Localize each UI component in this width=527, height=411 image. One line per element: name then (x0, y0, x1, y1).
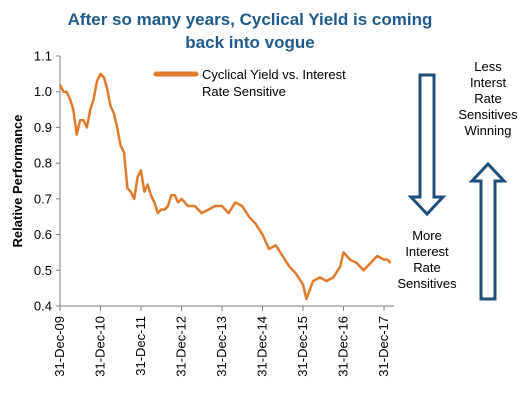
y-axis: 0.4 0.5 0.6 0.7 0.8 0.9 1.0 1.1 (34, 49, 60, 314)
chart-title-line-2: back into vogue (185, 33, 314, 52)
x-tick-label: 31-Dec-16 (336, 316, 351, 377)
series-layer (58, 72, 392, 301)
series-line (58, 72, 392, 301)
annotation-top-line-3: Rate (474, 91, 501, 106)
annotation-top-line-1: Less (474, 59, 502, 74)
x-tick-label: 31-Dec-15 (295, 316, 310, 377)
annotation-bottom-line-4: Sensitives (397, 276, 457, 291)
y-tick-label: 0.7 (34, 191, 52, 206)
annotation-top-line-2: Interst (470, 75, 507, 90)
up-arrow (468, 161, 508, 301)
x-tick-label: 31-Dec-13 (214, 316, 229, 377)
y-tick-label: 1.1 (34, 49, 52, 64)
chart-title-line-1: After so many years, Cyclical Yield is c… (68, 10, 433, 29)
down-arrow-icon (407, 73, 447, 217)
annotation-bottom-line-1: More (412, 228, 442, 243)
y-axis-label: Relative Performance (10, 115, 25, 248)
annotation-top-line-4: Sensitives (458, 107, 518, 122)
down-arrow (407, 73, 447, 217)
legend-label-line-2: Rate Sensitive (202, 84, 286, 99)
annotation-less-interest-rate-sensitives: Less Interst Rate Sensitives Winning (458, 59, 518, 138)
x-axis: 31-Dec-09 31-Dec-10 31-Dec-11 31-Dec-12 31-D… (52, 306, 391, 377)
legend-label-line-1: Cyclical Yield vs. Interest (202, 67, 346, 82)
x-tick-label: 31-Dec-14 (254, 316, 269, 377)
x-tick-label: 31-Dec-11 (133, 316, 148, 376)
y-tick-label: 0.5 (34, 263, 52, 278)
legend: Cyclical Yield vs. Interest Rate Sensiti… (153, 67, 346, 99)
y-tick-label: 0.8 (34, 156, 52, 171)
y-tick-label: 0.4 (34, 299, 52, 314)
y-tick-label: 1.0 (34, 84, 52, 99)
annotation-more-interest-rate-sensitives: More Interest Rate Sensitives (397, 228, 457, 291)
annotation-bottom-line-3: Rate (413, 260, 440, 275)
x-tick-label: 31-Dec-09 (52, 316, 67, 377)
annotation-bottom-line-2: Interest (405, 244, 449, 259)
x-tick-label: 31-Dec-17 (376, 316, 391, 377)
up-arrow-icon (468, 161, 508, 301)
annotation-top-line-5: Winning (465, 123, 512, 138)
y-tick-label: 0.6 (34, 227, 52, 242)
x-tick-label: 31-Dec-12 (174, 316, 189, 377)
x-tick-label: 31-Dec-10 (92, 316, 107, 377)
y-tick-label: 0.9 (34, 120, 52, 135)
